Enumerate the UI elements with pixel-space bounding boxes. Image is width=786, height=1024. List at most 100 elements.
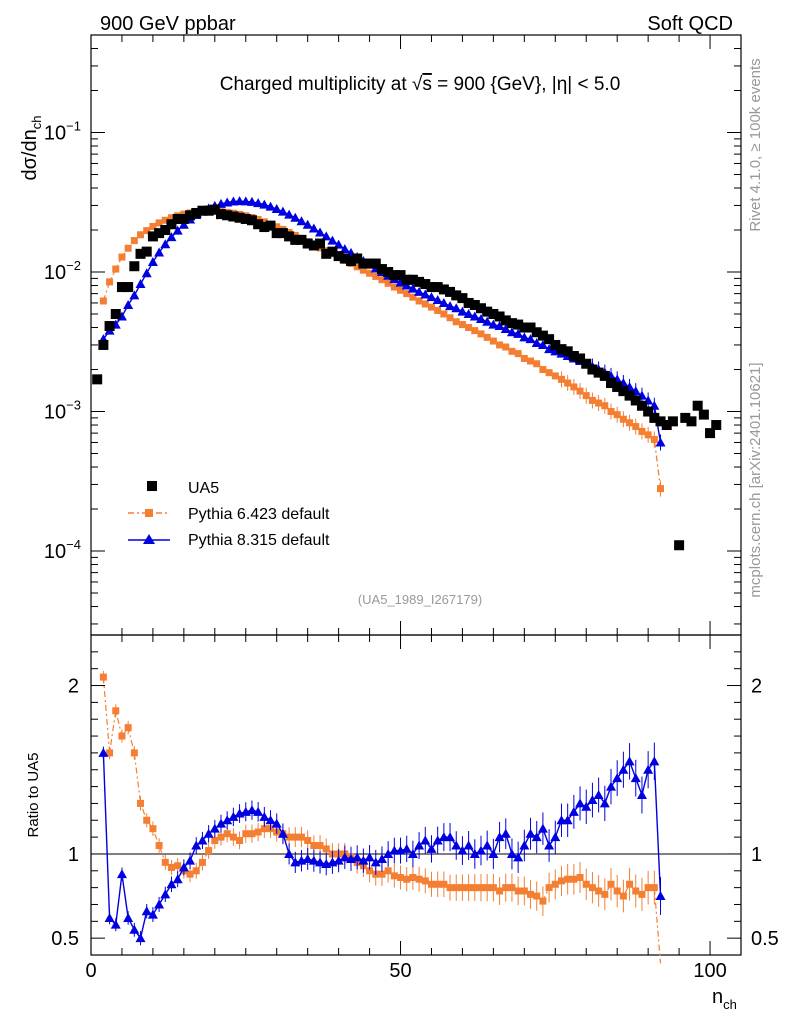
ratio-pythia6-point — [545, 884, 553, 892]
ratio-pythia6-point — [477, 884, 485, 892]
ratio-pythia6-point — [601, 890, 609, 898]
pythia8-point — [290, 212, 301, 222]
pythia6-point — [607, 408, 615, 416]
pythia8-point — [147, 256, 158, 266]
ua5-point — [612, 381, 623, 392]
ua5-point — [488, 309, 499, 320]
pythia8-point — [401, 280, 412, 290]
y-tick-label: 10−2 — [44, 258, 81, 284]
ratio-pythia6-point — [390, 872, 398, 880]
ua5-point — [624, 390, 635, 401]
ua5-point — [544, 334, 555, 345]
chart-title: Charged multiplicity at √s = 900 {GeV}, … — [220, 74, 621, 95]
ua5-point — [661, 420, 672, 431]
ratio-pythia8-point — [562, 815, 573, 825]
ratio-pythia8-point — [172, 874, 183, 884]
pythia6-point — [440, 310, 448, 318]
ua5-point — [135, 248, 146, 259]
title-s: s — [422, 74, 432, 95]
ratio-pythia6-point — [378, 870, 386, 878]
pythia6-point — [632, 423, 640, 431]
ratio-pythia6-point — [626, 880, 634, 888]
pythia8-point — [135, 279, 146, 289]
ratio-pythia6-point — [607, 880, 615, 888]
ratio-pythia8-point — [414, 840, 425, 850]
ratio-pythia6-point — [539, 897, 547, 905]
ratio-pythia8-point — [308, 855, 319, 865]
ua5-point — [284, 231, 295, 242]
ua5-point — [680, 412, 691, 423]
ratio-pythia8-point — [618, 764, 629, 774]
pythia6-point — [137, 231, 145, 239]
ratio-tick-label-left: 2 — [68, 676, 79, 698]
ua5-point — [296, 234, 307, 245]
pythia6-point — [551, 372, 559, 380]
ratio-pythia8-point — [420, 835, 431, 845]
ua5-point — [655, 416, 666, 427]
ua5-point — [160, 225, 171, 236]
ua5-point — [147, 231, 158, 242]
ratio-pythia6-point — [576, 874, 584, 882]
ratio-pythia6-point — [514, 887, 522, 895]
ratio-pythia8-point — [643, 764, 654, 774]
ratio-tick-label-right: 0.5 — [751, 928, 779, 950]
ratio-pythia6-point — [508, 884, 516, 892]
ratio-pythia6-point — [186, 870, 194, 878]
ratio-pythia6-point — [533, 892, 541, 900]
ua5-point — [445, 286, 456, 297]
ratio-pythia8-point — [376, 854, 387, 863]
ratio-pythia6-point — [644, 884, 652, 892]
ratio-pythia8-point — [358, 855, 369, 865]
pythia6-point — [588, 396, 596, 404]
ratio-pythia8-point — [197, 835, 208, 845]
ratio-pythia6-point — [496, 887, 504, 895]
ua5-point — [203, 205, 214, 216]
pythia8-point — [259, 199, 270, 209]
ratio-pythia8-point — [259, 811, 270, 821]
pythia6-point — [502, 343, 510, 351]
y-tick-label: 10−4 — [44, 537, 81, 563]
ua5-point — [352, 253, 363, 264]
pythia8-point — [463, 309, 474, 319]
pythia8-point — [407, 283, 418, 293]
ratio-pythia6-point — [198, 858, 206, 866]
ua5-point — [630, 395, 641, 406]
ratio-pythia6-point — [527, 890, 535, 898]
pythia8-point — [333, 239, 344, 249]
pythia6-point — [595, 399, 603, 407]
pythia6-line — [102, 210, 662, 489]
ua5-point — [643, 406, 654, 417]
ratio-pythia8-line — [102, 752, 662, 940]
ratio-pythia6-point — [446, 884, 454, 892]
ua5-point — [469, 300, 480, 311]
pythia6-point — [520, 354, 528, 362]
ratio-pythia8-point — [457, 845, 468, 855]
ua5-point — [308, 240, 319, 251]
ratio-pythia8-point — [315, 857, 326, 867]
ratio-pythia8-point — [636, 790, 647, 799]
ratio-tick-label-right: 2 — [751, 676, 762, 698]
pythia8-point — [500, 324, 511, 334]
ua5-point — [116, 282, 127, 293]
legend-label-pythia8: Pythia 8.315 default — [188, 532, 330, 549]
ua5-point — [98, 339, 109, 350]
ua5-point — [438, 284, 449, 295]
ratio-pythia6-point — [260, 825, 268, 833]
ua5-point — [370, 258, 381, 269]
pythia6-point — [167, 214, 175, 222]
ua5-point — [216, 209, 226, 220]
ratio-pythia8-point — [141, 906, 152, 916]
ratio-pythia6-point — [297, 833, 305, 841]
pythia6-point — [619, 415, 627, 423]
ratio-pythia8-point — [612, 773, 623, 783]
ua5-point — [705, 428, 716, 439]
ratio-pythia8-point — [203, 828, 214, 838]
ratio-pythia8-point — [544, 840, 555, 850]
ratio-pythia8-point — [599, 798, 610, 808]
ua5-point — [383, 267, 394, 278]
pythia8-point — [655, 437, 666, 447]
pythia6-point — [273, 223, 281, 231]
ratio-pythia8-point — [488, 848, 499, 858]
ua5-point — [290, 234, 301, 245]
pythia8-line — [102, 200, 662, 443]
